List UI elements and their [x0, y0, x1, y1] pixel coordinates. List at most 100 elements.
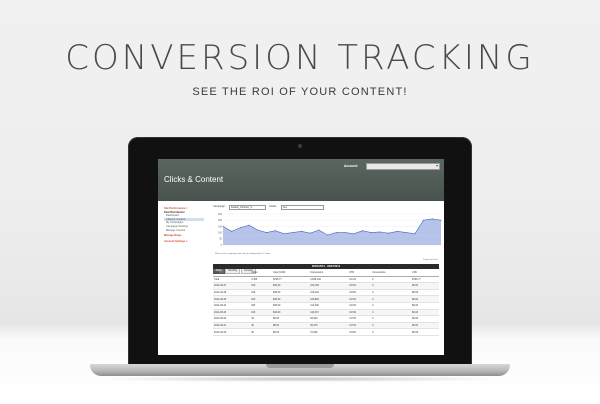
table-cell: 0: [371, 309, 412, 317]
data-point[interactable]: [344, 232, 346, 234]
data-point[interactable]: [353, 233, 355, 235]
headline: CONVERSION TRACKING: [65, 38, 535, 78]
table-cell: 0: [371, 289, 412, 297]
campaign-select[interactable]: Default_Outbrain_S: [229, 205, 266, 211]
sidebar-item[interactable]: Manage Content: [166, 228, 186, 232]
column-header[interactable]: Cost (USD): [272, 270, 310, 277]
table-cell: 0: [371, 302, 412, 310]
table-cell: 102,100: [309, 282, 349, 290]
table-cell: 0.18%: [348, 289, 372, 297]
table-cell: 0: [371, 282, 412, 290]
column-header[interactable]: CPA: [411, 270, 439, 277]
data-point[interactable]: [231, 230, 233, 232]
column-header[interactable]: Date: [213, 270, 251, 277]
y-tick-label: 100: [218, 232, 223, 235]
data-point[interactable]: [309, 232, 311, 234]
data-point[interactable]: [405, 232, 407, 234]
data-point[interactable]: [388, 232, 390, 234]
table-row: 2014-06-22 45 $9.00 66,520 0.07% 0 $0.00: [213, 315, 439, 323]
table-cell: 0: [371, 315, 412, 323]
filters-bar: Campaign: Default_Outbrain_S Article: AL…: [213, 205, 443, 211]
table-cell: $6.00: [272, 328, 310, 336]
column-header[interactable]: Clicks: [250, 270, 273, 277]
table-cell: 0.07%: [348, 315, 372, 323]
table-cell: 3,456: [250, 276, 273, 284]
sidebar-item[interactable]: Paid Distribution: [164, 210, 185, 214]
data-point[interactable]: [440, 219, 442, 221]
table-cell: $0.00: [411, 282, 439, 290]
sidebar-item[interactable]: Manage Blogs: [164, 234, 182, 238]
table-cell: 2014-06-27: [213, 282, 251, 290]
table-row: 2014-06-26 190 $36.00 108,220 0.18% 0 $0.00: [213, 289, 439, 297]
table-cell: 0: [371, 276, 412, 284]
data-point[interactable]: [396, 230, 398, 232]
table-cell: 0.16%: [348, 302, 372, 310]
data-point[interactable]: [423, 219, 425, 221]
account-label: Account:: [344, 164, 358, 168]
table-cell: $30.00: [272, 282, 310, 290]
table-cell: 0: [371, 322, 412, 330]
sidebar-item[interactable]: Site Performance >: [164, 207, 188, 210]
table-cell: $0.00: [411, 302, 439, 310]
date-range-bar: 06/01/2014 - 06/27/2014: [213, 264, 439, 269]
sidebar-item[interactable]: Dashboard: [166, 214, 179, 218]
sidebar-item[interactable]: Clicks & Content: [164, 217, 204, 222]
table-cell: 2014-06-24: [213, 302, 251, 310]
data-point[interactable]: [239, 227, 241, 229]
data-point[interactable]: [300, 230, 302, 232]
column-header[interactable]: Conversions: [371, 270, 412, 277]
table-cell: $0.00: [411, 309, 439, 317]
data-point[interactable]: [257, 229, 259, 231]
export-excel-link[interactable]: Export to Excel: [423, 259, 438, 261]
table-cell: 45: [250, 315, 273, 323]
report-tabs: Daily Monthly Content: [213, 258, 256, 274]
table-cell: $36.00: [272, 302, 310, 310]
table-cell: $796.77: [411, 276, 439, 284]
account-select[interactable]: ▾: [366, 163, 440, 170]
y-tick-label: 50: [219, 238, 222, 241]
data-point[interactable]: [318, 229, 320, 231]
table-cell: Total: [213, 276, 251, 284]
table-cell: 2014-06-26: [213, 289, 251, 297]
sidebar-item[interactable]: Campaign Settings: [166, 224, 188, 228]
y-tick-label: 200: [218, 219, 223, 222]
y-tick-label: 150: [218, 225, 223, 228]
data-point[interactable]: [362, 230, 364, 232]
column-header[interactable]: Impressions: [309, 270, 349, 277]
data-point[interactable]: [222, 225, 224, 227]
data-point[interactable]: [327, 234, 329, 236]
table-cell: 108,220: [309, 289, 349, 297]
table-cell: 150: [250, 282, 273, 290]
table-cell: $0.00: [411, 315, 439, 323]
data-point[interactable]: [283, 233, 285, 235]
table-cell: $796.77: [272, 276, 310, 284]
table-row: 2014-06-25 160 $32.00 106,800 0.15% 0 $0.00: [213, 295, 439, 303]
data-point[interactable]: [431, 218, 433, 220]
laptop-lid: Clicks & Content Account: ▾ Site Perform…: [128, 137, 472, 365]
data-point[interactable]: [414, 233, 416, 235]
article-select[interactable]: ALL: [281, 205, 324, 211]
data-point[interactable]: [274, 230, 276, 232]
table-cell: 0.07%: [348, 322, 372, 330]
column-header[interactable]: CTR: [348, 270, 372, 277]
table-cell: $0.00: [411, 295, 439, 303]
data-point[interactable]: [379, 231, 381, 233]
table-cell: 2014-06-20: [213, 328, 251, 336]
sidebar-nav: Site Performance > Paid Distribution Dashb…: [164, 205, 204, 243]
laptop-notch: [266, 364, 334, 368]
sidebar-item[interactable]: Account Settings >: [164, 239, 188, 243]
data-point[interactable]: [335, 232, 337, 234]
data-point[interactable]: [266, 232, 268, 234]
sidebar-item[interactable]: My Campaigns: [166, 221, 184, 225]
data-point[interactable]: [370, 232, 372, 234]
table-cell: 0.15%: [348, 309, 372, 317]
table-cell: 70,900: [309, 328, 349, 336]
table-cell: $0.00: [411, 328, 439, 336]
data-point[interactable]: [292, 232, 294, 234]
series-line: [222, 218, 442, 236]
campaign-label: Campaign:: [213, 205, 226, 208]
data-point[interactable]: [248, 224, 250, 226]
table-cell: 106,800: [309, 295, 349, 303]
table-cell: 2014-06-22: [213, 315, 251, 323]
subheadline: SEE THE ROI OF YOUR CONTENT!: [192, 86, 408, 98]
